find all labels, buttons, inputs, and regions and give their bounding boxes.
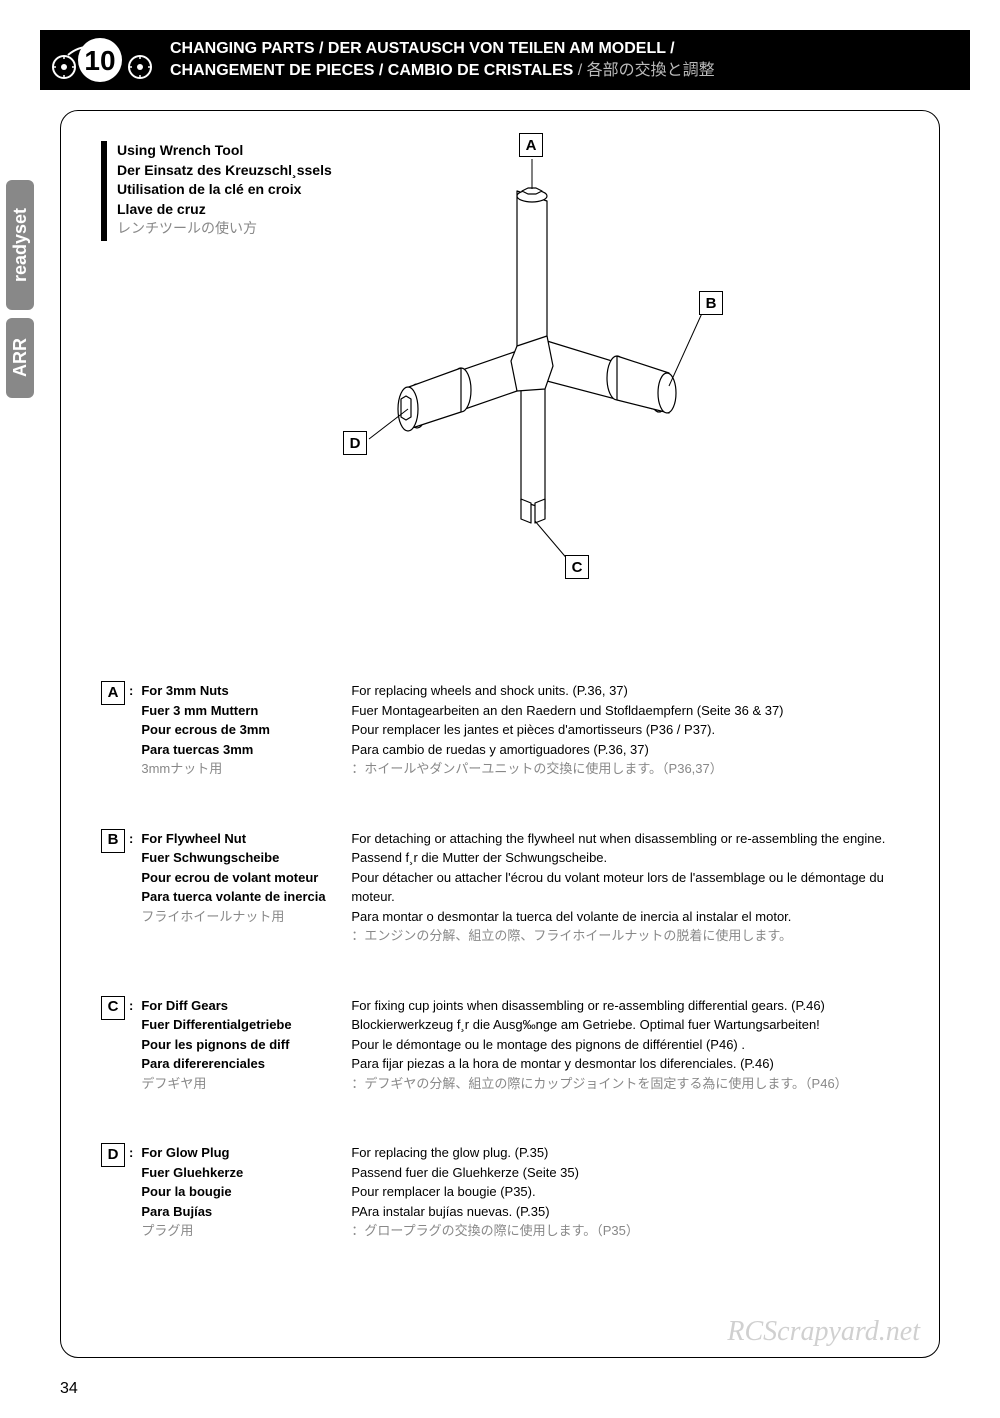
c-right-jp: ：デフギヤの分解、組立の際にカップジョイントを固定する為に使用します。（P46） [351, 1074, 909, 1094]
d-left-es: Para Bujías [141, 1202, 351, 1222]
b-right-fr: Pour détacher ou attacher l'écrou du vol… [351, 868, 909, 907]
svg-text:10: 10 [84, 45, 115, 76]
a-left-de: Fuer 3 mm Muttern [141, 701, 351, 721]
header-line2b: / 各部の交換と調整 [573, 62, 714, 79]
d-left-jp: プラグ用 [141, 1221, 351, 1241]
a-right-fr: Pour remplacer les jantes et pièces d'am… [351, 720, 909, 740]
tab-readyset: readyset [6, 180, 34, 310]
b-right-jp: ：エンジンの分解、組立の際、フライホイールナットの脱着に使用します。 [351, 926, 909, 946]
b-left-de: Fuer Schwungscheibe [141, 848, 351, 868]
d-left-de: Fuer Gluehkerze [141, 1163, 351, 1183]
item-a: A : For 3mm Nuts Fuer 3 mm Muttern Pour … [101, 681, 909, 779]
title-de: Der Einsatz des Kreuzschl¸ssels [117, 161, 332, 181]
c-left-es: Para difererenciales [141, 1054, 351, 1074]
c-left-fr: Pour les pignons de diff [141, 1035, 351, 1055]
wrench-diagram: A B C D [321, 141, 741, 581]
c-right-en: For fixing cup joints when disassembling… [351, 996, 909, 1016]
d-right-es: PAra instalar bujías nuevas. (P.35) [351, 1202, 909, 1222]
item-letter-c: C [101, 996, 125, 1020]
callout-b: B [699, 291, 723, 315]
b-right-es: Para montar o desmontar la tuerca del vo… [351, 907, 909, 927]
item-c-left: For Diff Gears Fuer Differentialgetriebe… [141, 996, 351, 1094]
d-right-de: Passend fuer die Gluehkerze (Seite 35) [351, 1163, 909, 1183]
c-right-de: Blockierwerkzeug f¸r die Ausg‰nge am Get… [351, 1015, 909, 1035]
title-en: Using Wrench Tool [117, 141, 332, 161]
page-number: 34 [60, 1380, 78, 1398]
item-d-right: For replacing the glow plug. (P.35) Pass… [351, 1143, 909, 1241]
tab-arr: ARR [6, 318, 34, 398]
colon: : [129, 829, 133, 946]
title-bar [101, 141, 107, 241]
item-c-right: For fixing cup joints when disassembling… [351, 996, 909, 1094]
a-left-es: Para tuercas 3mm [141, 740, 351, 760]
b-right-de: Passend f¸r die Mutter der Schwungscheib… [351, 848, 909, 868]
step-icon: 10 [50, 35, 160, 85]
header-titles: CHANGING PARTS / DER AUSTAUSCH VON TEILE… [170, 38, 715, 83]
header-line2a: CHANGEMENT DE PIECES / CAMBIO DE CRISTAL… [170, 62, 573, 79]
a-right-jp: ：ホイールやダンパーユニットの交換に使用します。（P36,37） [351, 759, 909, 779]
title-es: Llave de cruz [117, 200, 332, 220]
b-right-en: For detaching or attaching the flywheel … [351, 829, 909, 849]
main-content-box: Using Wrench Tool Der Einsatz des Kreuzs… [60, 110, 940, 1358]
item-letter-b: B [101, 829, 125, 853]
title-fr: Utilisation de la clé en croix [117, 180, 332, 200]
side-tabs: readyset ARR [6, 180, 34, 406]
item-d-left: For Glow Plug Fuer Gluehkerze Pour la bo… [141, 1143, 351, 1241]
d-left-fr: Pour la bougie [141, 1182, 351, 1202]
callout-c: C [565, 555, 589, 579]
a-left-jp: 3mmナット用 [141, 759, 351, 779]
callout-d: D [343, 431, 367, 455]
a-right-en: For replacing wheels and shock units. (P… [351, 681, 909, 701]
c-left-de: Fuer Differentialgetriebe [141, 1015, 351, 1035]
item-b: B : For Flywheel Nut Fuer Schwungscheibe… [101, 829, 909, 946]
colon: : [129, 1143, 133, 1241]
section-titles: Using Wrench Tool Der Einsatz des Kreuzs… [117, 141, 332, 239]
d-right-fr: Pour remplacer la bougie (P35). [351, 1182, 909, 1202]
b-left-en: For Flywheel Nut [141, 829, 351, 849]
c-right-es: Para fijar piezas a la hora de montar y … [351, 1054, 909, 1074]
a-right-es: Para cambio de ruedas y amortiguadores (… [351, 740, 909, 760]
item-letter-d: D [101, 1143, 125, 1167]
colon: : [129, 681, 133, 779]
item-d: D : For Glow Plug Fuer Gluehkerze Pour l… [101, 1143, 909, 1241]
c-left-en: For Diff Gears [141, 996, 351, 1016]
watermark: RCScrapyard.net [727, 1316, 920, 1348]
a-left-en: For 3mm Nuts [141, 681, 351, 701]
item-letter-a: A [101, 681, 125, 705]
colon: : [129, 996, 133, 1094]
c-right-fr: Pour le démontage ou le montage des pign… [351, 1035, 909, 1055]
item-a-left: For 3mm Nuts Fuer 3 mm Muttern Pour ecro… [141, 681, 351, 779]
d-right-en: For replacing the glow plug. (P.35) [351, 1143, 909, 1163]
a-right-de: Fuer Montagearbeiten an den Raedern und … [351, 701, 909, 721]
title-jp: レンチツールの使い方 [117, 219, 332, 239]
callout-a: A [519, 133, 543, 157]
item-a-right: For replacing wheels and shock units. (P… [351, 681, 909, 779]
c-left-jp: デフギヤ用 [141, 1074, 351, 1094]
item-b-right: For detaching or attaching the flywheel … [351, 829, 909, 946]
d-left-en: For Glow Plug [141, 1143, 351, 1163]
b-left-es: Para tuerca volante de inercia [141, 887, 351, 907]
item-b-left: For Flywheel Nut Fuer Schwungscheibe Pou… [141, 829, 351, 946]
header-line1: CHANGING PARTS / DER AUSTAUSCH VON TEILE… [170, 38, 715, 60]
item-c: C : For Diff Gears Fuer Differentialgetr… [101, 996, 909, 1094]
d-right-jp: ：グロープラグの交換の際に使用します。（P35） [351, 1221, 909, 1241]
a-left-fr: Pour ecrous de 3mm [141, 720, 351, 740]
b-left-jp: フライホイールナット用 [141, 907, 351, 927]
items-list: A : For 3mm Nuts Fuer 3 mm Muttern Pour … [101, 681, 909, 1241]
header-bar: 10 CHANGING PARTS / DER AUSTAUSCH VON TE… [40, 30, 970, 90]
b-left-fr: Pour ecrou de volant moteur [141, 868, 351, 888]
